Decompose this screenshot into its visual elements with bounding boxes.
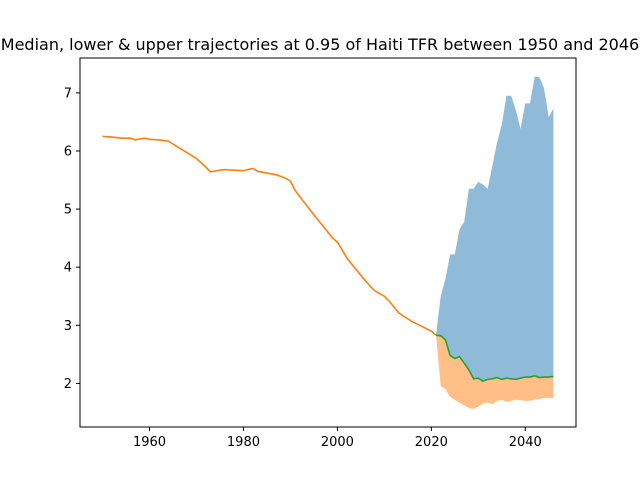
- y-tick-label: 3: [64, 319, 72, 334]
- upper-band-area: [436, 76, 554, 382]
- y-tick-label: 7: [64, 86, 72, 101]
- x-tick-label: 1980: [227, 435, 260, 450]
- chart-title: Median, lower & upper trajectories at 0.…: [1, 35, 639, 54]
- lower-band-area: [436, 335, 554, 409]
- median-line: [435, 334, 554, 382]
- x-tick-label: 2000: [321, 435, 354, 450]
- y-tick-label: 4: [64, 261, 72, 276]
- y-tick-label: 5: [64, 203, 72, 218]
- x-tick-label: 2020: [415, 435, 448, 450]
- x-tick-label: 2040: [509, 435, 542, 450]
- y-tick-label: 2: [64, 377, 72, 392]
- y-tick-label: 6: [64, 144, 72, 159]
- x-tick-label: 1960: [133, 435, 166, 450]
- historical-tfr-line: [102, 135, 437, 336]
- plot-frame: [79, 57, 577, 428]
